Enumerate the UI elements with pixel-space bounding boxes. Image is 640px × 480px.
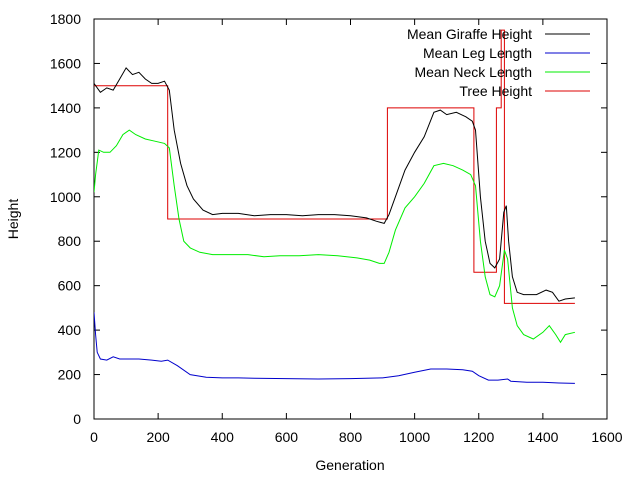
- y-tick-label: 1400: [50, 100, 81, 116]
- x-tick-label: 1200: [463, 429, 494, 445]
- x-tick-label: 0: [90, 429, 98, 445]
- series-layer: [94, 29, 576, 384]
- legend-label: Tree Height: [459, 83, 532, 99]
- y-tick-label: 800: [58, 233, 82, 249]
- mean-neck-length-series: [94, 129, 576, 344]
- y-tick-label: 1000: [50, 189, 81, 205]
- y-tick-label: 1600: [50, 55, 81, 71]
- y-tick-label: 200: [58, 367, 82, 383]
- legend: Mean Giraffe Height Mean Leg Length Mean N…: [407, 26, 590, 99]
- x-tick-label: 1600: [591, 429, 622, 445]
- legend-label: Mean Leg Length: [423, 45, 532, 61]
- legend-label: Mean Neck Length: [414, 64, 532, 80]
- y-axis-label: Height: [5, 199, 21, 240]
- y-tick-label: 0: [73, 411, 81, 427]
- x-tick-label: 800: [339, 429, 363, 445]
- y-tick-label: 400: [58, 322, 82, 338]
- x-tick-label: 200: [146, 429, 170, 445]
- x-tick-label: 600: [275, 429, 299, 445]
- y-tick-label: 1800: [50, 11, 81, 27]
- x-tick-label: 1400: [527, 429, 558, 445]
- x-axis-label: Generation: [315, 457, 384, 473]
- tree-height-series: [94, 29, 575, 304]
- y-tick-label: 1200: [50, 144, 81, 160]
- x-tick-label: 400: [211, 429, 235, 445]
- mean-leg-length-series: [94, 312, 575, 384]
- ticks-layer: 0 200 400 600 800 1000 1200 1400 1600 0 200 400 600 8…: [50, 11, 623, 445]
- mean-giraffe-height-series: [94, 67, 575, 302]
- y-tick-label: 600: [58, 278, 82, 294]
- legend-label: Mean Giraffe Height: [407, 26, 532, 42]
- x-tick-label: 1000: [399, 429, 430, 445]
